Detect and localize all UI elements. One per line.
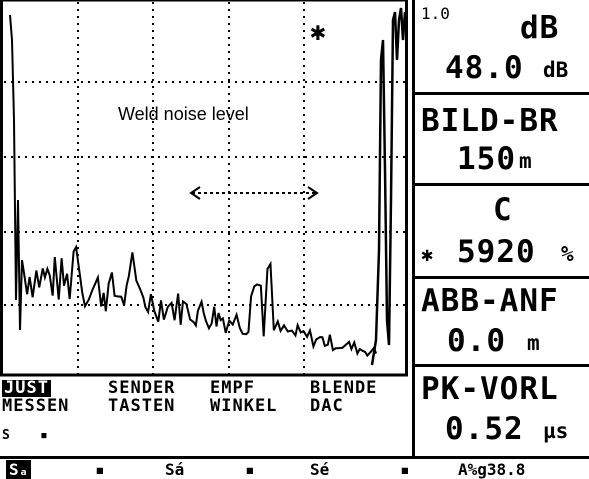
a-scan-plot: ✱ xyxy=(0,0,408,377)
status-bar: Sₐ ▪ Sá ▪ Sé ▪ A%g38.8 xyxy=(0,456,589,479)
delay-readout[interactable]: ABB-ANF 0.0 m xyxy=(415,279,589,367)
menu-item-just[interactable]: JUST xyxy=(2,378,51,398)
velocity-value: 5920 xyxy=(457,234,536,270)
status-cell-1[interactable]: Sₐ xyxy=(6,460,32,479)
range-label: BILD-BR xyxy=(421,103,559,139)
status-mark-3-icon: ▪ xyxy=(400,460,410,479)
scan-grid xyxy=(4,2,406,374)
status-cell-2[interactable]: Sá xyxy=(165,460,185,479)
readout-panel: 1.0 dB 48.0 dB BILD-BR 150 m C ✱ 5920 % … xyxy=(412,0,589,456)
menu-sub-dac[interactable]: DAC xyxy=(310,396,344,416)
menu-item-sender[interactable]: SENDER xyxy=(108,378,176,398)
function-menu: JUST SENDER EMPF BLENDE MESSEN TASTEN WI… xyxy=(0,377,410,457)
range-readout[interactable]: BILD-BR 150 m xyxy=(415,95,589,186)
gain-value: 48.0 xyxy=(445,50,524,86)
menu-row3-mark-icon: ▪ xyxy=(40,428,49,443)
gain-value-unit: dB xyxy=(543,58,569,82)
gain-step: 1.0 xyxy=(421,4,450,23)
probe-delay-label: PK-VORL xyxy=(421,371,559,407)
weld-noise-annotation: Weld noise level xyxy=(118,104,249,124)
a-scan-waveform xyxy=(9,14,378,358)
status-mark-1-icon: ▪ xyxy=(95,460,105,479)
delay-value: 0.0 xyxy=(447,323,506,359)
probe-delay-value: 0.52 xyxy=(445,411,524,447)
noise-range-arrow xyxy=(189,186,319,200)
a-scan-display: ✱ Weld noise level xyxy=(0,0,408,377)
probe-delay-readout[interactable]: PK-VORL 0.52 µs xyxy=(415,367,589,456)
status-cell-3[interactable]: Sé xyxy=(310,460,330,479)
range-value: 150 xyxy=(457,141,516,177)
menu-item-blende[interactable]: BLENDE xyxy=(310,378,378,398)
menu-sub-messen[interactable]: MESSEN xyxy=(2,396,70,416)
velocity-readout[interactable]: C ✱ 5920 % xyxy=(415,186,589,279)
delay-label: ABB-ANF xyxy=(421,283,559,319)
gate-marker-icon: ✱ xyxy=(310,17,326,47)
gain-unit-label: dB xyxy=(520,10,560,46)
menu-item-empf[interactable]: EMPF xyxy=(210,378,255,398)
scan-frame xyxy=(0,0,408,377)
status-mark-2-icon: ▪ xyxy=(245,460,255,479)
menu-row3-label: S xyxy=(2,428,11,443)
delay-value-unit: m xyxy=(527,331,540,355)
gain-readout[interactable]: 1.0 dB 48.0 dB xyxy=(415,0,589,95)
backwall-echo xyxy=(370,7,407,366)
range-value-unit: m xyxy=(519,149,532,173)
velocity-label: C xyxy=(493,192,513,228)
velocity-value-unit: % xyxy=(561,242,574,266)
probe-delay-value-unit: µs xyxy=(543,419,569,443)
velocity-marker-icon: ✱ xyxy=(421,242,434,266)
menu-sub-winkel[interactable]: WINKEL xyxy=(210,396,278,416)
menu-sub-tasten[interactable]: TASTEN xyxy=(108,396,176,416)
status-cell-4[interactable]: A%g38.8 xyxy=(458,460,526,479)
